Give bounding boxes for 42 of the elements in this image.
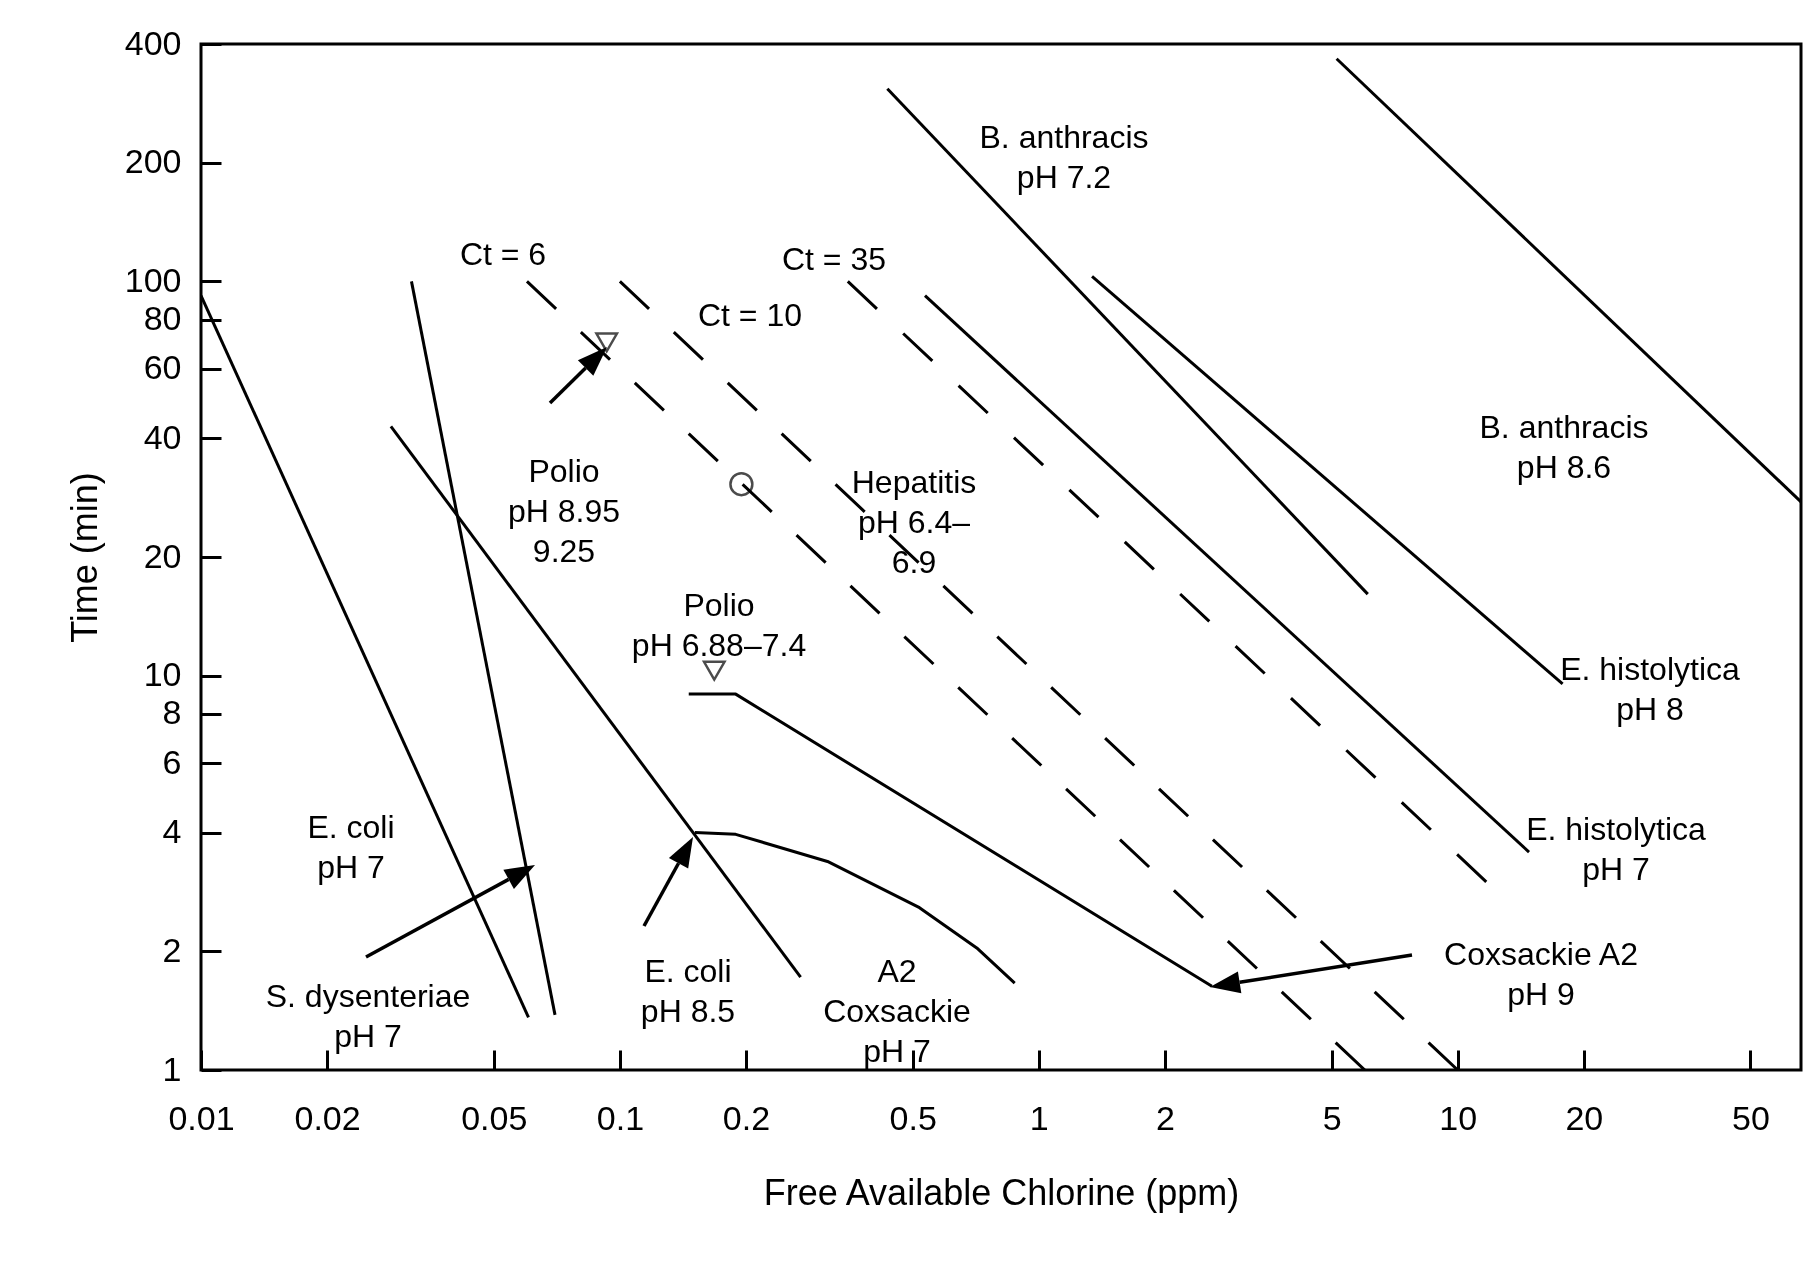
annotation: Ct = 10 [697,297,803,333]
y-tick-label: 200 [124,142,182,181]
x-tick-label: 5 [1322,1098,1342,1137]
annotation: B. anthracis pH 8.6 [1479,409,1649,485]
x-tick-label: 0.05 [461,1098,528,1137]
annotation: Ct = 35 [781,241,887,277]
x-tick-label: 0.01 [168,1098,235,1137]
annotation: Ct = 6 [459,236,547,272]
x-tick-label: 10 [1439,1098,1478,1137]
y-tick-label: 40 [143,417,182,456]
y-tick-label: 10 [143,655,182,694]
y-tick-label: 80 [143,299,182,338]
y-tick-label: 400 [124,23,182,62]
y-tick-label: 4 [162,812,182,851]
annotation: Polio pH 8.95 9.25 [507,453,621,569]
y-tick-label: 1 [162,1049,182,1088]
y-tick-label: 8 [162,693,182,732]
x-tick-label: 50 [1732,1098,1770,1137]
annotation: S. dysenteriae pH 7 [265,978,471,1054]
annotation: E. histolytica pH 7 [1526,811,1707,887]
x-tick-label: 0.02 [294,1098,361,1137]
x-tick-label: 20 [1565,1098,1604,1137]
annotation: Polio pH 6.88–7.4 [631,587,807,663]
x-tick-label: 0.5 [889,1098,937,1137]
annotation: B. anthracis pH 7.2 [979,119,1149,195]
y-tick-label: 2 [162,930,182,969]
annotation: Hepatitis pH 6.4– 6.9 [851,464,977,580]
y-tick-label: 100 [124,260,182,299]
annotation: Coxsackie A2 pH 9 [1444,936,1638,1012]
x-axis-title: Free Available Chlorine (ppm) [763,1171,1240,1213]
y-tick-label: 6 [162,742,182,781]
y-tick-label: 60 [143,348,182,387]
y-axis-title: Time (min) [63,472,105,643]
annotation: E. coli pH 8.5 [640,953,736,1029]
x-tick-label: 0.2 [722,1098,771,1137]
annotation: A2 Coxsackie pH 7 [823,953,971,1069]
annotation: E. histolytica pH 8 [1560,651,1741,727]
x-tick-label: 1 [1029,1098,1049,1137]
x-tick-label: 0.1 [596,1098,645,1137]
x-tick-label: 2 [1155,1098,1175,1137]
annotation: E. coli pH 7 [307,809,395,885]
y-tick-label: 20 [143,536,182,575]
